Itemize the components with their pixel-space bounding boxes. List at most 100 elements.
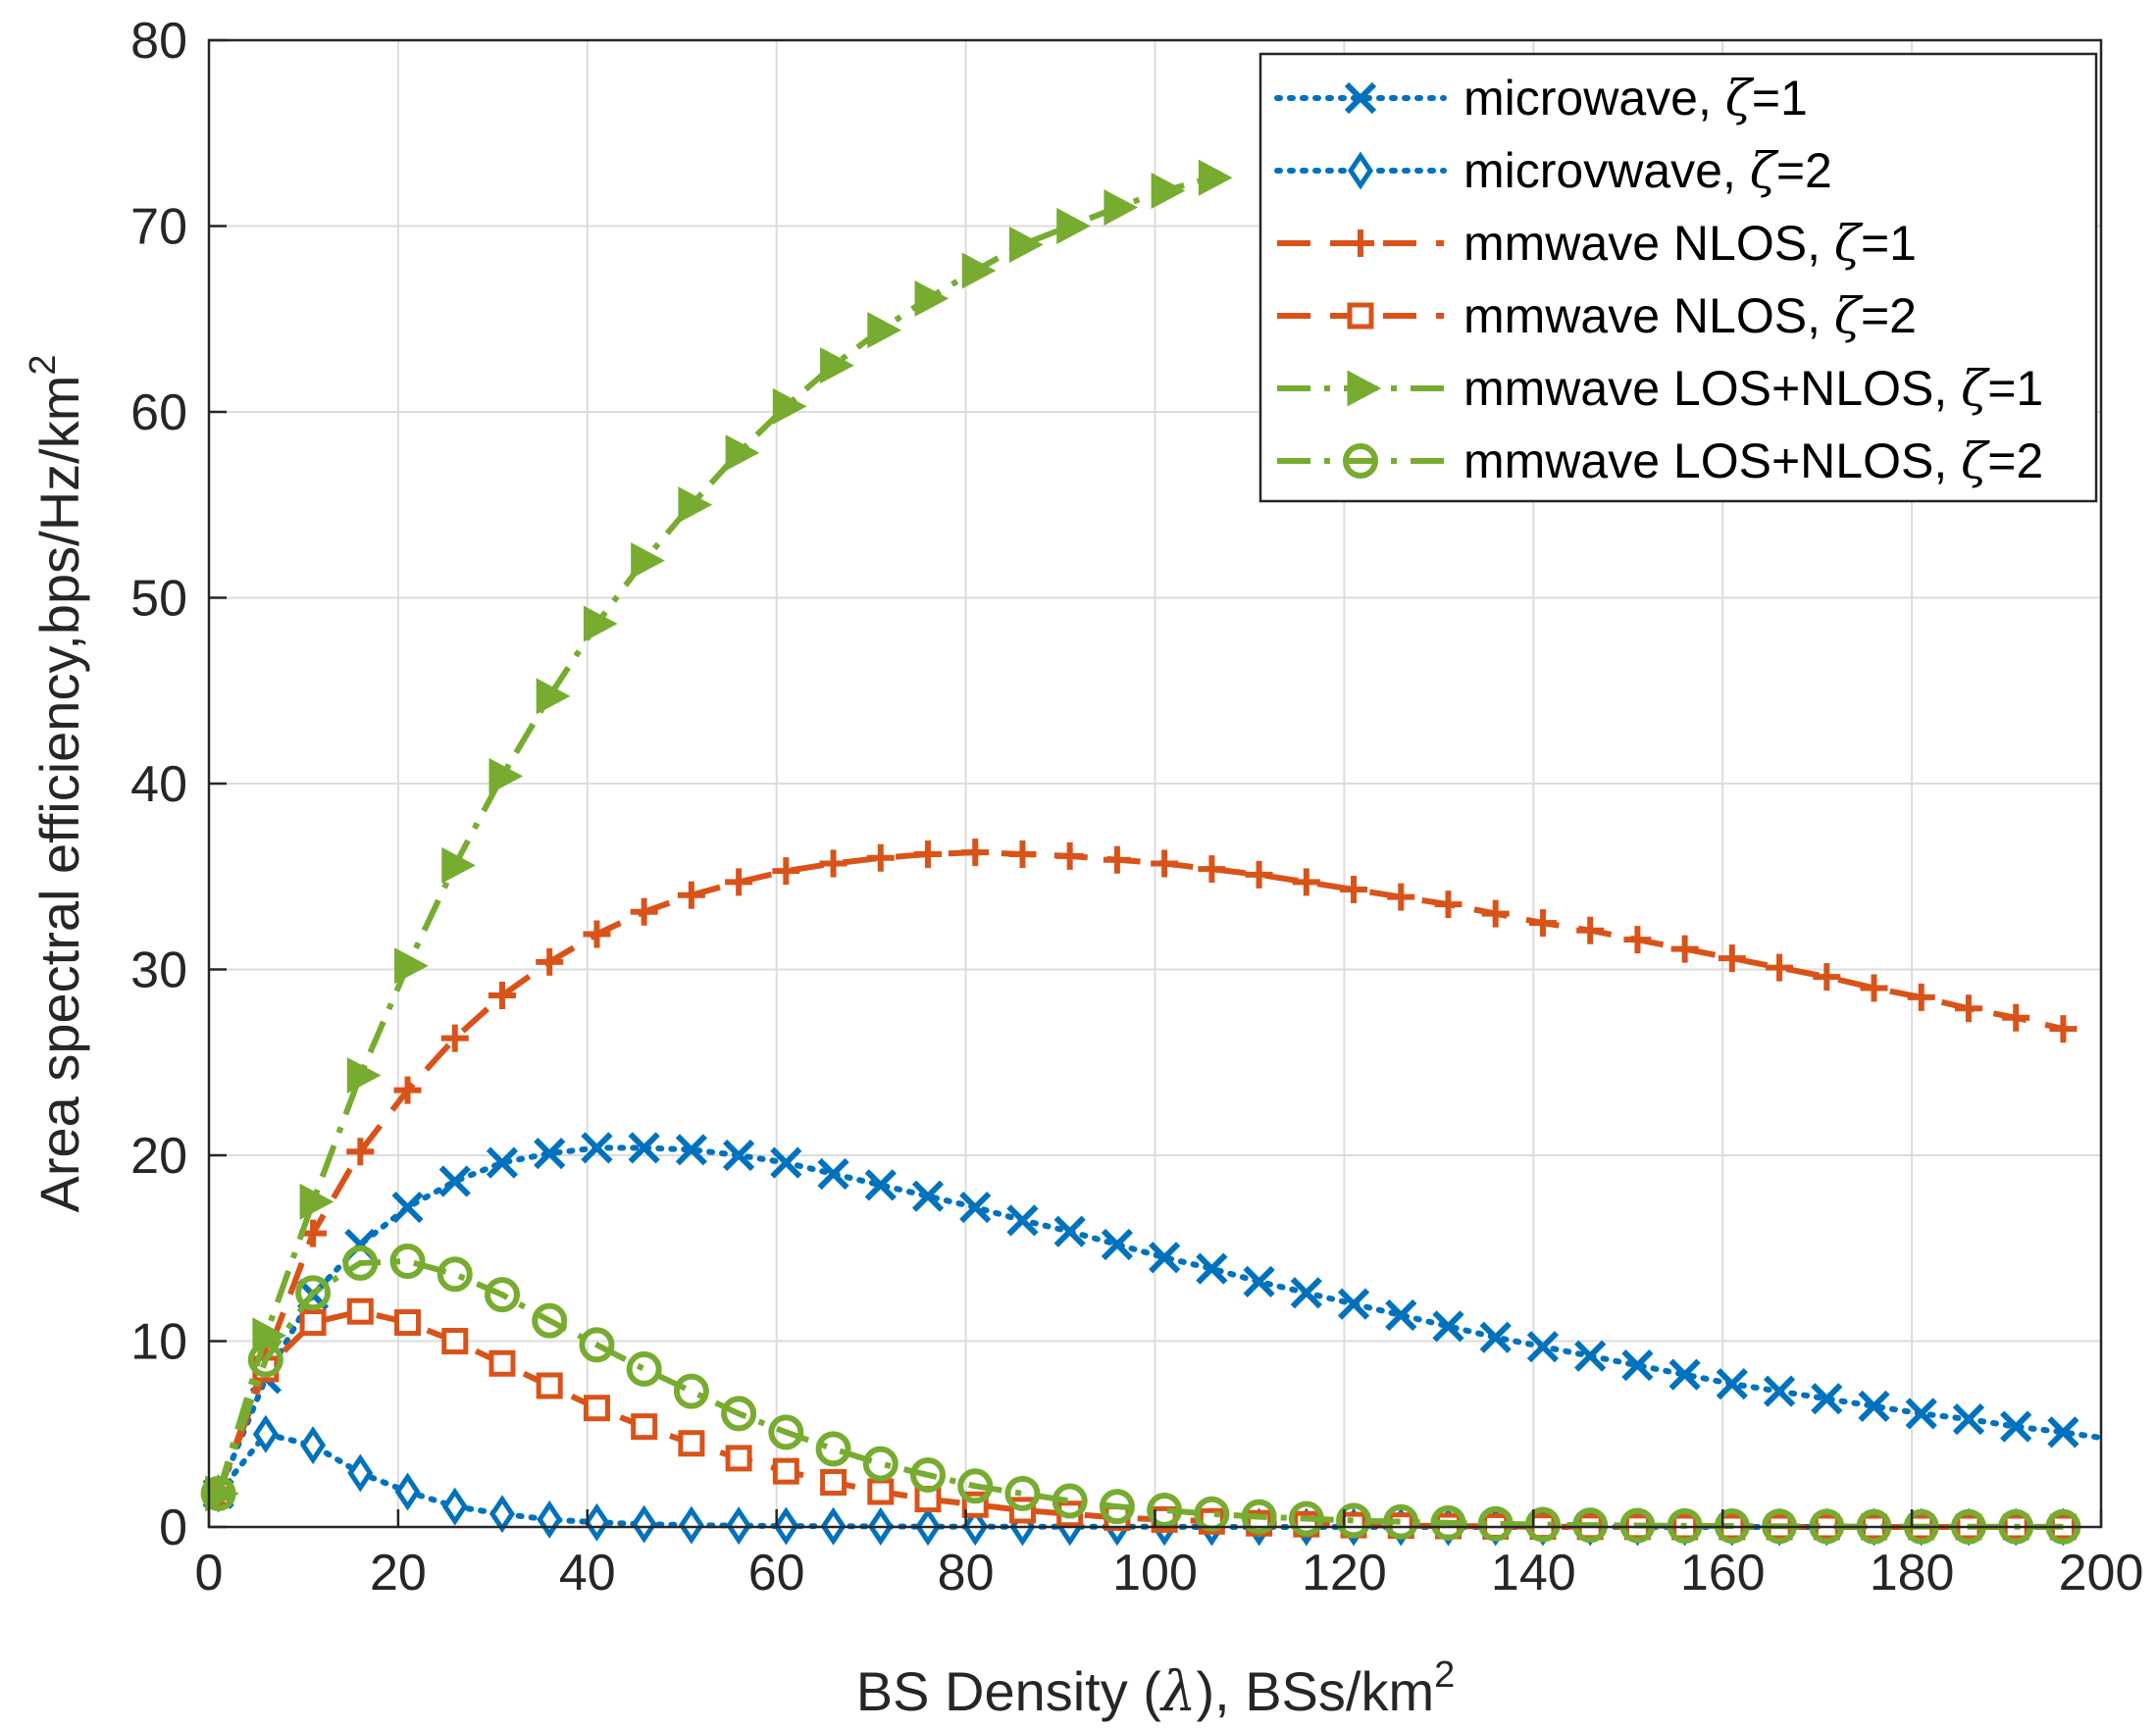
- data-point: [1383, 1503, 1419, 1540]
- data-point: [488, 1349, 516, 1377]
- series-5: [205, 159, 1233, 1512]
- data-point: [678, 1430, 705, 1457]
- legend-label-prefix: microwave,: [1463, 71, 1725, 126]
- legend-marker: [1347, 302, 1374, 330]
- legend-label-prefix: mmwave LOS+NLOS,: [1463, 433, 1961, 488]
- data-point: [1524, 1506, 1561, 1543]
- y-tick-label: 20: [130, 1128, 187, 1185]
- data-point: [1434, 890, 1463, 919]
- data-point: [770, 1146, 802, 1179]
- data-point: [300, 1426, 327, 1465]
- legend-marker: [1347, 151, 1374, 190]
- data-point: [1194, 1496, 1230, 1532]
- data-point: [1811, 1383, 1843, 1415]
- data-point: [1056, 208, 1091, 244]
- data-point: [1813, 963, 1841, 992]
- legend-label-zeta: ζ: [1750, 142, 1779, 199]
- data-point: [1008, 226, 1044, 263]
- legend-box: [1258, 52, 2098, 503]
- legend-marker: [1343, 443, 1378, 479]
- data-point: [1241, 1499, 1277, 1535]
- legend-label: microwave, ζ=1: [1463, 70, 1808, 127]
- data-point: [1104, 189, 1139, 227]
- data-point: [346, 1057, 382, 1094]
- data-point: [1243, 1265, 1275, 1297]
- data-point: [631, 542, 665, 580]
- data-point: [441, 846, 476, 884]
- series-layer: [200, 159, 2104, 1547]
- data-point: [1053, 1215, 1086, 1247]
- data-point: [532, 1302, 568, 1339]
- ticks: 0 20 40 60 80 100 120 140 160 180 200 0 10 20 30 40 50 60…: [130, 13, 2143, 1602]
- legend-label-suffix: =1: [1987, 361, 2043, 416]
- data-point: [1718, 944, 1746, 973]
- data-point: [488, 982, 516, 1010]
- data-point: [772, 387, 807, 425]
- data-point: [394, 1309, 422, 1337]
- data-point: [673, 1373, 709, 1409]
- data-point: [725, 434, 760, 472]
- x-tick-label: 60: [748, 1545, 805, 1602]
- data-point: [1052, 1483, 1088, 1519]
- data-point: [1477, 1505, 1514, 1542]
- legend-marker: [1347, 229, 1374, 257]
- y-axis-title: Area spectral efficiency,bps/Hz/km2: [23, 355, 90, 1213]
- legend-label-zeta: ζ: [1834, 287, 1864, 344]
- data-point: [389, 1244, 426, 1280]
- data-point: [675, 1134, 708, 1166]
- data-point: [2049, 1015, 2078, 1043]
- legend-entry: mmwave LOS+NLOS, ζ=1: [1277, 360, 2043, 417]
- data-point: [725, 868, 753, 896]
- legend-entry: mmwave NLOS, ζ=2: [1277, 287, 1917, 344]
- data-point: [914, 280, 950, 317]
- data-point: [914, 840, 943, 869]
- data-point: [584, 1502, 610, 1542]
- data-point: [394, 947, 429, 985]
- x-tick-label: 20: [370, 1545, 427, 1602]
- data-point: [772, 1457, 799, 1485]
- data-point: [1623, 926, 1652, 954]
- data-point: [1860, 974, 1888, 1002]
- data-point: [1619, 1507, 1656, 1544]
- y-tick-label: 70: [130, 199, 187, 256]
- data-point: [1151, 172, 1186, 209]
- data-point: [440, 1024, 469, 1052]
- data-point: [346, 1297, 374, 1325]
- data-point: [1572, 1507, 1609, 1544]
- data-point: [579, 1327, 615, 1363]
- data-point: [961, 252, 997, 289]
- y-tick-label: 0: [159, 1500, 187, 1556]
- data-point: [484, 1277, 520, 1313]
- data-point: [1907, 983, 1935, 1011]
- data-point: [1004, 1475, 1041, 1511]
- data-point: [1763, 1375, 1796, 1407]
- data-point: [911, 1180, 945, 1212]
- data-point: [725, 1445, 752, 1472]
- data-point: [1670, 935, 1699, 963]
- x-tick-label: 100: [1112, 1545, 1198, 1602]
- data-point: [583, 1395, 610, 1422]
- data-point: [536, 947, 564, 976]
- legend-entry: microwave, ζ=1: [1274, 70, 1808, 127]
- data-point: [299, 1183, 334, 1220]
- legend-label-zeta: ζ: [1961, 360, 1990, 417]
- data-point: [1006, 1204, 1039, 1237]
- series-line: [215, 175, 1213, 1495]
- data-point: [959, 1191, 992, 1224]
- data-point: [436, 1256, 473, 1293]
- data-point: [1103, 845, 1131, 874]
- data-point: [2002, 1003, 2030, 1032]
- legend-label: microvwave, ζ=2: [1463, 142, 1832, 199]
- data-point: [1479, 1321, 1512, 1353]
- data-point: [1387, 883, 1415, 911]
- data-point: [864, 1169, 897, 1201]
- x-tick-label: 200: [2059, 1545, 2144, 1602]
- data-point: [1196, 1252, 1228, 1285]
- legend-label-prefix: mmwave NLOS,: [1463, 288, 1834, 343]
- data-point: [2000, 1410, 2032, 1443]
- legend-label: mmwave NLOS, ζ=1: [1463, 215, 1917, 272]
- data-point: [1288, 1500, 1324, 1537]
- data-point: [488, 1495, 515, 1534]
